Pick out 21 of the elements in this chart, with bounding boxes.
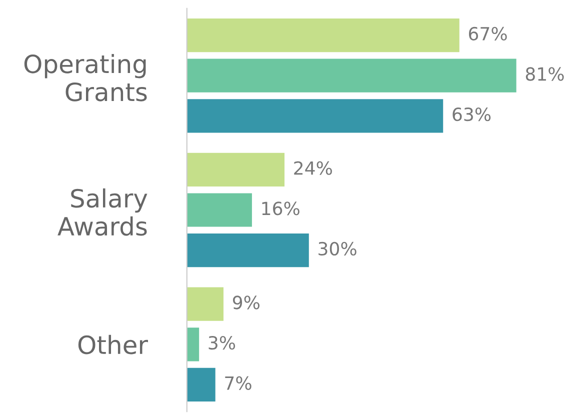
y-tick-label: Other xyxy=(78,334,148,354)
bar xyxy=(186,99,444,133)
bar xyxy=(186,368,216,402)
y-tick-label: Operating Grants xyxy=(24,54,147,102)
data-label: 9% xyxy=(232,296,260,310)
data-label: 7% xyxy=(225,376,252,390)
data-label: 24% xyxy=(294,161,332,175)
data-label: 63% xyxy=(452,108,491,122)
bar xyxy=(186,18,460,52)
bar xyxy=(186,328,200,362)
data-label: 81% xyxy=(526,67,564,81)
y-tick-label: Salary Awards xyxy=(58,188,148,236)
bar xyxy=(186,193,252,227)
data-label: 30% xyxy=(318,242,356,256)
data-label: 3% xyxy=(208,336,236,350)
data-label: 16% xyxy=(262,202,300,216)
bar xyxy=(186,234,309,268)
data-label: 67% xyxy=(468,26,507,41)
bar xyxy=(186,58,516,92)
bar xyxy=(186,287,224,321)
bar xyxy=(186,152,284,186)
